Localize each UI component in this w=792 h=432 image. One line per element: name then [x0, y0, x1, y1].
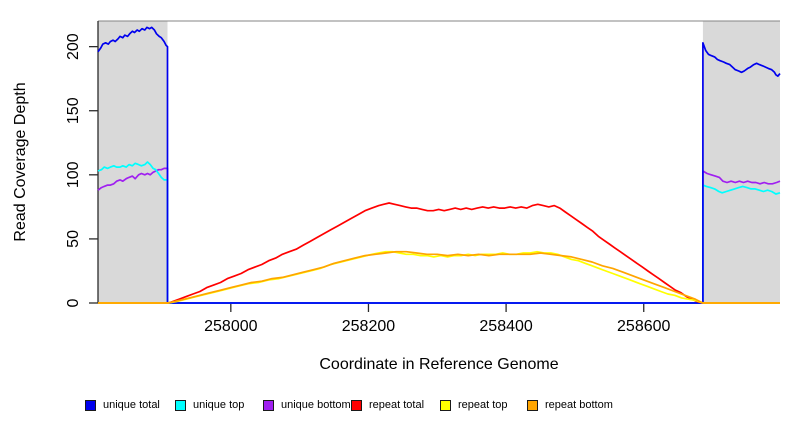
y-tick-label: 100: [65, 161, 82, 188]
legend-swatch-unique-total: [85, 399, 96, 411]
shaded-regions: [98, 21, 780, 303]
series-line-repeat-bottom: [98, 250, 780, 304]
x-tick-label: 258400: [479, 318, 532, 335]
legend-item-unique-bottom: unique bottom: [263, 398, 351, 412]
y-tick-label: 200: [65, 33, 82, 60]
legend-swatch-unique-bottom: [263, 399, 274, 411]
y-tick-label: 50: [65, 230, 82, 248]
axes: 0 50 100 150 200 258000 258200 258400 258600: [65, 20, 780, 335]
series-line-unique-bottom: [97, 167, 781, 304]
legend: unique total unique top unique bottom re…: [0, 398, 792, 414]
x-axis-title: Coordinate in Reference Genome: [319, 356, 559, 373]
legend-item-unique-total: unique total: [85, 398, 160, 412]
shaded-region: [702, 21, 780, 303]
series-line-repeat-total: [98, 202, 780, 304]
x-tick-label: 258200: [342, 318, 395, 335]
series-line-unique-total: [97, 26, 781, 304]
legend-label: repeat total: [369, 399, 425, 411]
series-line-unique-top: [97, 161, 781, 304]
y-tick-label: 150: [65, 97, 82, 124]
y-tick-label: 0: [65, 298, 82, 307]
legend-swatch-repeat-total: [351, 399, 362, 411]
legend-swatch-repeat-top: [440, 399, 451, 411]
series-lines: [97, 26, 781, 304]
x-tick-label: 258000: [204, 318, 257, 335]
legend-label: unique total: [103, 399, 160, 411]
legend-label: repeat top: [458, 399, 508, 411]
legend-label: unique bottom: [281, 399, 351, 411]
y-axis-title: Read Coverage Depth: [12, 82, 29, 242]
legend-swatch-repeat-bottom: [527, 399, 538, 411]
legend-swatch-unique-top: [175, 399, 186, 411]
legend-item-repeat-bottom: repeat bottom: [527, 398, 613, 412]
legend-item-unique-top: unique top: [175, 398, 244, 412]
x-tick-label: 258600: [617, 318, 670, 335]
shaded-region: [98, 21, 168, 303]
legend-label: unique top: [193, 399, 245, 411]
legend-item-repeat-top: repeat top: [440, 398, 508, 412]
legend-item-repeat-total: repeat total: [351, 398, 424, 412]
legend-label: repeat bottom: [545, 399, 613, 411]
